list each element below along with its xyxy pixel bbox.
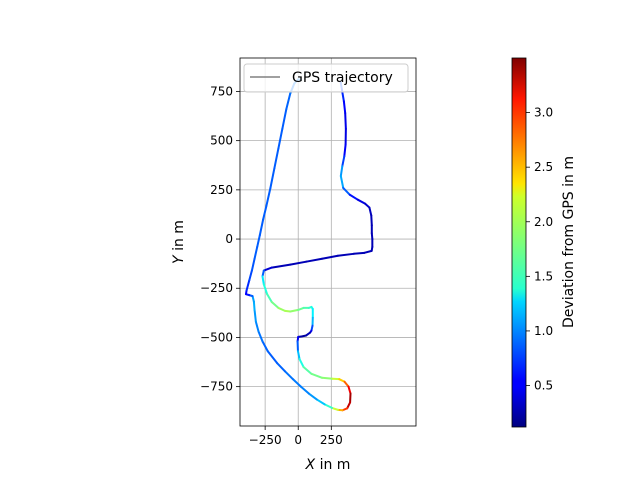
y-tick-label: 500 <box>210 134 233 148</box>
x-tick-label: 0 <box>294 433 302 447</box>
trajectory-segment <box>276 362 286 373</box>
trajectory-segment <box>265 186 272 207</box>
trajectory-segment <box>346 401 352 410</box>
colorbar-tick-label: 3.0 <box>534 106 553 120</box>
trajectory-segment <box>277 127 284 150</box>
colorbar-tick-label: 0.5 <box>534 379 553 393</box>
trajectory-segment <box>256 234 261 248</box>
legend: GPS trajectory <box>243 63 409 93</box>
trajectory-segment <box>363 249 373 254</box>
trajectory-segment <box>281 108 288 130</box>
trajectory-segment <box>343 143 347 158</box>
trajectory-segment <box>348 193 359 201</box>
trajectory-segment <box>291 378 302 388</box>
trajectory-segment <box>285 92 292 111</box>
trajectory-segment <box>262 283 269 296</box>
trajectory-segment <box>250 257 256 272</box>
trajectory-segment <box>270 301 280 309</box>
trajectory-segment <box>356 198 367 205</box>
trajectory-segment <box>315 398 326 406</box>
trajectory-segment <box>298 358 305 368</box>
trajectory-segment <box>258 218 265 237</box>
y-axis-label: Y in m <box>171 220 187 264</box>
colorbar-tick-label: 2.5 <box>534 160 553 174</box>
trajectory-segment <box>296 350 301 361</box>
y-tick-label: −500 <box>200 330 233 344</box>
plot-frame <box>239 57 417 427</box>
trajectory-segment <box>302 365 313 375</box>
y-tick-label: −750 <box>200 380 233 394</box>
x-tick-label: 250 <box>320 433 343 447</box>
x-axis-label: X in m <box>305 457 351 473</box>
trajectory-segment <box>307 392 318 401</box>
trajectory-segment <box>341 155 346 168</box>
trajectory-segment <box>245 279 251 292</box>
y-tick-label: 750 <box>210 84 233 98</box>
trajectory-segment <box>261 340 269 353</box>
trajectory-segment <box>254 320 260 333</box>
plot-background <box>240 58 416 426</box>
legend-box <box>243 63 409 93</box>
trajectory-segment <box>277 306 286 312</box>
trajectory-segment <box>289 308 300 313</box>
colorbar-tick-label: 2.0 <box>534 215 553 229</box>
trajectory-segment <box>330 406 339 411</box>
legend-label: GPS trajectory <box>292 70 393 86</box>
trajectory-segment <box>352 251 366 255</box>
trajectory-segment <box>261 269 265 278</box>
trajectory-segment <box>323 403 333 409</box>
colorbar-tick-label: 1.5 <box>534 269 553 283</box>
trajectory-segment <box>305 257 324 263</box>
trajectory-segment <box>321 376 334 380</box>
trajectory-segment <box>248 269 253 282</box>
trajectory-segment <box>344 112 347 130</box>
trajectory-segment <box>343 380 350 388</box>
trajectory-segment <box>347 385 352 395</box>
trajectory-segment <box>253 308 257 323</box>
x-axis-ticks: −250 0 250 <box>249 426 343 447</box>
y-tick-label: 0 <box>225 232 233 246</box>
trajectory-segment <box>252 300 256 311</box>
colorbar-label: Deviation from GPS in m <box>561 156 577 328</box>
trajectory-segment <box>310 372 324 379</box>
trajectory-segment <box>269 167 276 189</box>
trajectory-segment <box>342 186 351 196</box>
trajectory-segment <box>289 260 308 266</box>
colorbar <box>511 57 527 428</box>
trajectory-segment <box>336 252 355 257</box>
y-tick-label: 250 <box>210 183 233 197</box>
trajectory-segment <box>257 330 264 343</box>
trajectory-segment <box>262 204 268 221</box>
trajectory-segment <box>342 100 347 115</box>
trajectory-segment <box>283 370 294 381</box>
trajectory-segment <box>339 175 345 189</box>
trajectory-segment <box>270 263 292 269</box>
trajectory-segment <box>321 254 339 260</box>
trajectory-segment <box>370 214 373 227</box>
trajectory-segment <box>273 147 280 170</box>
trajectory-segment <box>253 245 259 260</box>
y-tick-label: −250 <box>200 281 233 295</box>
trajectory-segment <box>261 275 265 286</box>
trajectory-segment <box>262 266 273 272</box>
trajectory-segment <box>339 165 344 178</box>
colorbar-ticks: 0.5 1.0 1.5 2.0 2.5 3.0 <box>526 106 553 393</box>
trajectory-segment <box>368 206 373 217</box>
trajectory-segment <box>266 293 273 304</box>
y-axis-ticks: −750 −500 −250 0 250 500 750 <box>200 84 240 394</box>
colorbar-tick-label: 1.0 <box>534 324 553 338</box>
trajectory-segment <box>299 385 310 395</box>
trajectory-segment <box>266 350 279 365</box>
x-tick-label: −250 <box>249 433 282 447</box>
